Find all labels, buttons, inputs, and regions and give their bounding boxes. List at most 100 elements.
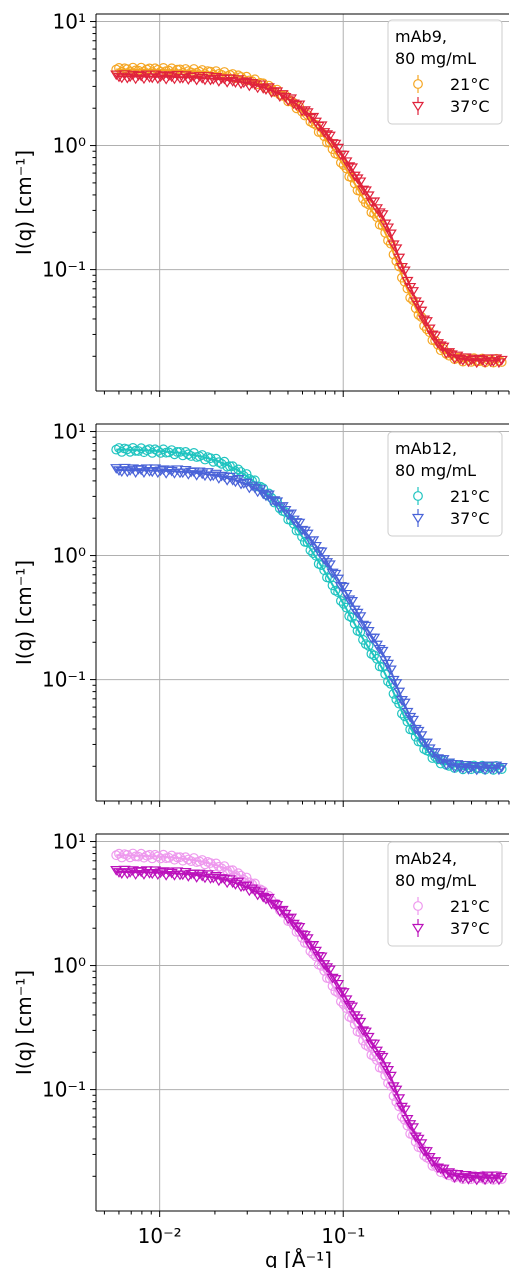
legend-label: 21°C: [450, 487, 490, 506]
data-point: [301, 529, 314, 540]
data-point: [309, 946, 322, 957]
data-point: [440, 760, 453, 771]
data-point: [381, 1066, 395, 1076]
data-point: [340, 995, 353, 1006]
data-point: [110, 70, 123, 81]
grid: [96, 834, 509, 1211]
data-point: [345, 1002, 359, 1013]
series-1-fit-line: [116, 448, 501, 769]
data-point: [373, 1050, 386, 1061]
legend-box: [387, 841, 503, 947]
data-point: [151, 74, 164, 85]
data-point: [462, 764, 475, 775]
data-point: [182, 872, 195, 882]
legend-title-line: mAb12,: [395, 439, 457, 458]
legend-title-line: 80 mg/mL: [395, 49, 476, 68]
series-2-fit-line: [116, 870, 501, 1179]
data-point: [440, 1170, 453, 1180]
legend-circle-marker: [413, 901, 423, 911]
data-point: [354, 177, 367, 188]
data-point: [298, 106, 311, 116]
data-point: [298, 526, 311, 537]
data-point: [398, 266, 411, 277]
data-point: [412, 300, 425, 311]
legend-marker: [413, 897, 423, 915]
data-point: [323, 131, 336, 142]
data-point: [393, 687, 406, 698]
data-point: [204, 75, 217, 86]
data-point: [121, 467, 134, 478]
data-point: [390, 679, 403, 689]
data-point: [110, 866, 123, 876]
data-point: [393, 1094, 406, 1105]
legend-triangle-marker: [411, 101, 425, 112]
data-point: [327, 580, 338, 591]
legend-marker: [411, 97, 425, 115]
data-point: [423, 324, 436, 335]
data-point: [404, 1120, 417, 1130]
data-point: [369, 650, 380, 661]
data-point: [340, 157, 353, 168]
data-point: [406, 287, 420, 297]
data-point: [360, 639, 371, 649]
data-point: [429, 331, 442, 342]
data-point: [224, 461, 235, 472]
legend-circle-marker: [413, 491, 423, 501]
data-point: [434, 341, 447, 352]
data-point: [332, 574, 345, 585]
data-point: [318, 960, 331, 970]
y-axis-label: I(q) [cm⁻¹]: [12, 560, 36, 665]
data-point: [415, 1139, 428, 1150]
data-point: [332, 979, 345, 990]
legend-triangle-marker: [411, 923, 425, 934]
data-point: [368, 1039, 381, 1050]
data-point: [393, 253, 406, 264]
ticks: [90, 841, 510, 1217]
data-point: [420, 1147, 433, 1157]
data-point: [376, 1052, 389, 1063]
x-axis-label: q [Å⁻¹]: [265, 1248, 332, 1268]
data-point: [373, 208, 386, 219]
data-point: [343, 162, 356, 172]
data-point: [320, 130, 334, 140]
data-point: [359, 621, 372, 632]
data-point: [290, 922, 303, 933]
legend-box: [387, 431, 503, 537]
data-point: [151, 870, 164, 881]
data-point: [318, 555, 331, 565]
data-point: [121, 73, 134, 84]
ticks: [90, 21, 510, 397]
legend: mAb24, 80 mg/mL 21°C 37°C: [387, 841, 503, 947]
series-2-fit-line: [116, 469, 501, 769]
data-point: [140, 866, 153, 877]
legend-title-line: 80 mg/mL: [395, 871, 476, 890]
y-tick-label: 10¹: [53, 10, 86, 34]
data-point: [330, 585, 341, 596]
data-point: [337, 582, 350, 593]
data-point: [384, 665, 397, 676]
data-point: [420, 738, 433, 749]
data-point: [381, 659, 395, 670]
data-point: [336, 596, 346, 606]
y-tick-label: 10¹: [53, 420, 86, 444]
data-point: [182, 470, 195, 480]
plot-area: [110, 62, 508, 369]
data-point: [340, 589, 353, 600]
data-point: [110, 464, 123, 474]
data-point: [315, 952, 328, 963]
data-point: [351, 174, 364, 185]
plot-area: [110, 848, 508, 1186]
data-point: [420, 317, 433, 327]
data-point: [268, 899, 281, 910]
data-point: [171, 70, 184, 81]
y-tick-label: 10⁰: [53, 134, 86, 158]
legend-marker: [411, 919, 425, 937]
legend-marker: [411, 509, 425, 527]
data-point: [362, 627, 375, 637]
data-point: [398, 698, 411, 709]
data-point: [309, 541, 322, 552]
y-tick-label: 10¹: [53, 830, 86, 854]
legend-title-line: mAb24,: [395, 849, 457, 868]
data-point: [315, 547, 328, 558]
